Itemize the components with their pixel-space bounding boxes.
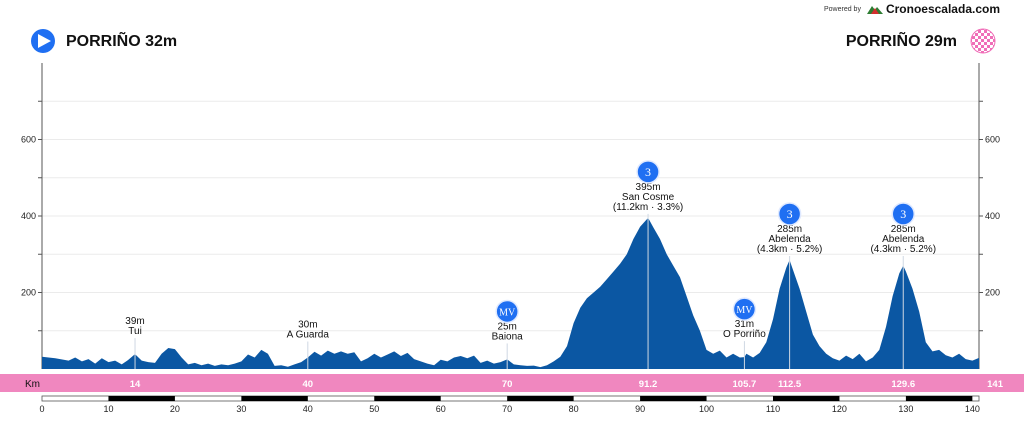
brand-logo[interactable]: Cronoescalada.com: [866, 2, 1000, 16]
point-name-label: Abelenda: [768, 234, 811, 245]
x-tick-label: 100: [699, 404, 714, 414]
point-climb-detail: (4.3km · 5.2%): [870, 244, 936, 255]
powered-by[interactable]: Powered by Cronoescalada.com: [824, 2, 1000, 16]
point-altitude-label: 285m: [777, 224, 802, 235]
finish-town: PORRIÑO 29m: [845, 33, 957, 50]
x-tick-label: 90: [635, 404, 645, 414]
badge-label: 3: [787, 207, 793, 221]
finish-checkered-flag-icon: [970, 28, 996, 54]
start-flag-icon: [31, 29, 55, 53]
x-tick-label: 10: [103, 404, 113, 414]
point-name-label: Tui: [128, 326, 142, 337]
point-name-label: Baiona: [492, 331, 524, 342]
x-tick-label: 60: [436, 404, 446, 414]
x-tick-label: 110: [766, 404, 780, 414]
y-tick-label-left: 200: [21, 288, 36, 298]
km-band-value: 141: [987, 379, 1004, 390]
km-band-value: 91.2: [639, 379, 658, 390]
y-tick-label-left: 400: [21, 211, 36, 221]
point-climb-detail: (4.3km · 5.2%): [757, 244, 823, 255]
start-town: PORRIÑO 32m: [66, 33, 178, 50]
point-altitude-label: 39m: [125, 316, 144, 327]
sprint-badge-icon: [732, 297, 757, 321]
km-band-title: Km: [25, 379, 40, 390]
point-climb-detail: (11.2km · 3.3%): [613, 202, 683, 213]
km-band-value: 40: [303, 379, 314, 390]
x-tick-label: 20: [170, 404, 180, 414]
km-band: [0, 374, 1024, 392]
x-tick-label: 40: [303, 404, 313, 414]
point-altitude-label: 30m: [298, 320, 317, 331]
point-altitude-label: 25m: [497, 321, 516, 332]
point-name-label: A Guarda: [287, 330, 330, 341]
y-tick-label-right: 600: [985, 135, 1000, 145]
x-tick-label: 80: [569, 404, 579, 414]
badge-label: 3: [900, 207, 906, 221]
y-tick-label-right: 200: [985, 288, 1000, 298]
x-tick-label: 50: [369, 404, 379, 414]
brand-name: Cronoescalada.com: [885, 2, 1000, 16]
km-band-value: 70: [502, 379, 513, 390]
x-tick-label: 140: [965, 404, 980, 414]
mountain-logo-icon: [866, 6, 883, 14]
scale-bar-segment: [772, 396, 840, 401]
scale-bar-segment: [640, 396, 707, 401]
x-tick-label: 130: [898, 404, 913, 414]
km-band-value: 112.5: [778, 379, 802, 390]
x-tick-label: 0: [39, 404, 44, 414]
powered-by-text: Powered by: [823, 5, 861, 13]
point-name-label: O Porriño: [723, 329, 766, 340]
climb-category-badge: [777, 202, 802, 226]
point-name-label: San Cosme: [622, 192, 675, 203]
point-name-label: Abelenda: [882, 234, 925, 245]
scale-bar-segment: [905, 396, 973, 401]
climb-category-badge: [636, 160, 660, 184]
start-label: PORRIÑO 32m: [30, 28, 177, 56]
x-tick-label: 30: [236, 404, 246, 414]
y-tick-label-right: 400: [985, 211, 1000, 221]
scale-bar-segment: [507, 396, 574, 401]
badge-label: MV: [499, 307, 516, 318]
scale-bar-segment: [241, 396, 308, 401]
x-tick-label: 70: [502, 404, 512, 414]
km-band-value: 105.7: [733, 379, 757, 390]
point-altitude-label: 31m: [735, 319, 754, 330]
scale-bar-segment: [108, 396, 175, 401]
km-band-value: 14: [130, 379, 141, 390]
climb-category-badge: [891, 202, 915, 226]
finish-label: PORRIÑO 29m: [846, 28, 993, 56]
x-tick-label: 120: [832, 404, 847, 414]
point-altitude-label: 285m: [891, 224, 916, 235]
profile-area: [42, 217, 979, 369]
badge-label: MV: [736, 305, 753, 316]
sprint-badge-icon: [495, 299, 519, 324]
y-tick-label-left: 600: [21, 135, 36, 145]
badge-label: 3: [645, 165, 651, 179]
km-band-value: 129.6: [891, 379, 915, 390]
point-altitude-label: 395m: [636, 182, 661, 193]
scale-bar-segment: [374, 396, 441, 401]
